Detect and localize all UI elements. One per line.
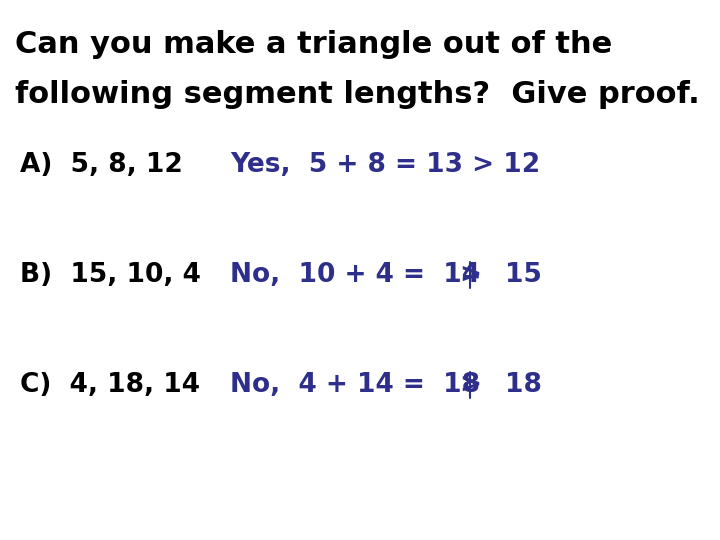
Text: Yes,  5 + 8 = 13 > 12: Yes, 5 + 8 = 13 > 12 bbox=[230, 152, 540, 178]
Text: 15: 15 bbox=[505, 262, 542, 288]
Text: B)  15, 10, 4: B) 15, 10, 4 bbox=[20, 262, 201, 288]
Text: >: > bbox=[459, 372, 481, 398]
Text: A)  5, 8, 12: A) 5, 8, 12 bbox=[20, 152, 183, 178]
Text: Can you make a triangle out of the: Can you make a triangle out of the bbox=[15, 30, 612, 59]
Text: No,  10 + 4 =  14: No, 10 + 4 = 14 bbox=[230, 262, 480, 288]
Text: No,  4 + 14 =  18: No, 4 + 14 = 18 bbox=[230, 372, 480, 398]
Text: >: > bbox=[459, 262, 481, 288]
Text: 18: 18 bbox=[505, 372, 542, 398]
Text: C)  4, 18, 14: C) 4, 18, 14 bbox=[20, 372, 200, 398]
Text: following segment lengths?  Give proof.: following segment lengths? Give proof. bbox=[15, 80, 700, 109]
